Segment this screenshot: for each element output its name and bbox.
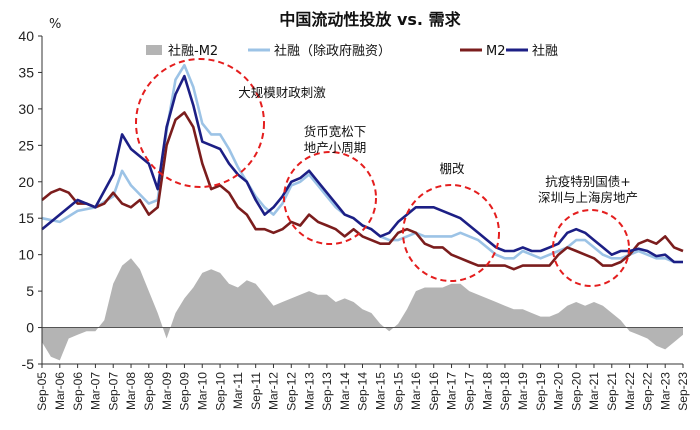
legend-label: 社融-M2 bbox=[168, 43, 218, 59]
x-axis: Sep-05 Mar-06 Sep-06 Mar-07 Sep-07 Mar-08 Sep-… bbox=[35, 363, 690, 411]
y-axis: -5 0 5 10 15 20 25 30 35 40 bbox=[18, 28, 43, 372]
y-axis-unit: % bbox=[49, 17, 61, 32]
annotation-circle bbox=[402, 184, 500, 282]
plot-area bbox=[41, 63, 684, 361]
annotation-text: 抗疫特别国债+ bbox=[545, 174, 630, 189]
y-tick-label: -5 bbox=[22, 356, 35, 372]
x-tick-label: Sep-12 bbox=[285, 372, 299, 411]
annotation-text: 大规模财政刺激 bbox=[238, 85, 326, 100]
x-tick-label: Mar-17 bbox=[445, 372, 459, 410]
x-tick-label: Sep-19 bbox=[534, 372, 548, 411]
x-tick-label: Sep-20 bbox=[569, 372, 583, 411]
annotation-text: 货币宽松下 bbox=[304, 124, 367, 139]
x-tick-label: Mar-16 bbox=[409, 372, 423, 410]
x-tick-label: Sep-15 bbox=[391, 372, 405, 411]
x-tick-label: Mar-12 bbox=[267, 372, 281, 410]
x-tick-label: Mar-18 bbox=[480, 372, 494, 410]
annotation-text: 棚改 bbox=[439, 161, 465, 176]
legend-label: M2 bbox=[486, 44, 506, 59]
x-tick-label: Mar-21 bbox=[587, 372, 601, 410]
y-tick-label: 35 bbox=[18, 64, 34, 80]
y-tick-label: 15 bbox=[18, 210, 34, 226]
x-tick-label: Sep-05 bbox=[35, 372, 49, 411]
y-tick-label: 25 bbox=[18, 137, 34, 153]
series-area-0 bbox=[42, 258, 683, 361]
x-tick-label: Sep-14 bbox=[356, 372, 370, 411]
y-tick-label: 10 bbox=[18, 247, 34, 263]
x-tick-label: Sep-13 bbox=[320, 372, 334, 411]
annotation-text: 地产小周期 bbox=[304, 140, 367, 155]
x-tick-label: Sep-07 bbox=[106, 372, 120, 411]
x-tick-label: Mar-22 bbox=[623, 372, 637, 410]
x-tick-label: Mar-07 bbox=[89, 372, 103, 410]
y-tick-label: 20 bbox=[18, 174, 34, 190]
annotation-circle bbox=[283, 151, 377, 245]
annotation-circle bbox=[135, 58, 265, 188]
x-tick-label: Mar-10 bbox=[196, 372, 210, 410]
x-tick-label: Sep-06 bbox=[71, 372, 85, 411]
x-tick-label: Sep-16 bbox=[427, 372, 441, 411]
x-tick-label: Sep-11 bbox=[249, 372, 263, 410]
x-tick-label: Mar-23 bbox=[658, 372, 672, 410]
x-tick-label: Sep-22 bbox=[641, 372, 655, 411]
x-tick-label: Sep-09 bbox=[178, 372, 192, 411]
legend-label: 社融 bbox=[532, 43, 558, 59]
annotation-circle bbox=[552, 209, 630, 287]
x-tick-label: Mar-09 bbox=[160, 372, 174, 410]
series-line-2 bbox=[41, 111, 684, 271]
x-tick-label: Sep-21 bbox=[605, 372, 619, 411]
series-line-3 bbox=[41, 74, 683, 264]
series-line-1 bbox=[41, 63, 683, 264]
y-tick-label: 30 bbox=[18, 101, 34, 117]
chart-title: 中国流动性投放 vs. 需求 bbox=[279, 10, 461, 29]
x-tick-label: Sep-10 bbox=[213, 372, 227, 411]
x-tick-label: Sep-18 bbox=[498, 372, 512, 411]
x-tick-label: Mar-15 bbox=[374, 372, 388, 410]
x-tick-label: Sep-08 bbox=[142, 372, 156, 411]
legend-label: 社融（除政府融资） bbox=[274, 43, 391, 59]
x-tick-label: Mar-11 bbox=[231, 372, 245, 409]
annotation-text: 深圳与上海房地产 bbox=[538, 190, 638, 205]
y-tick-label: 40 bbox=[18, 28, 34, 44]
legend-swatch bbox=[146, 45, 162, 55]
x-tick-label: Mar-14 bbox=[338, 372, 352, 410]
y-tick-label: 0 bbox=[26, 320, 34, 336]
x-tick-label: Mar-06 bbox=[53, 372, 67, 410]
x-tick-label: Mar-13 bbox=[302, 372, 316, 410]
y-tick-label: 5 bbox=[26, 283, 34, 299]
x-tick-label: Sep-17 bbox=[463, 372, 477, 411]
x-tick-label: Mar-08 bbox=[124, 372, 138, 410]
x-tick-label: Mar-20 bbox=[552, 372, 566, 410]
x-tick-label: Sep-23 bbox=[676, 372, 690, 411]
x-tick-label: Mar-19 bbox=[516, 372, 530, 410]
legend: 社融-M2 社融（除政府融资） M2 社融 bbox=[146, 43, 558, 59]
